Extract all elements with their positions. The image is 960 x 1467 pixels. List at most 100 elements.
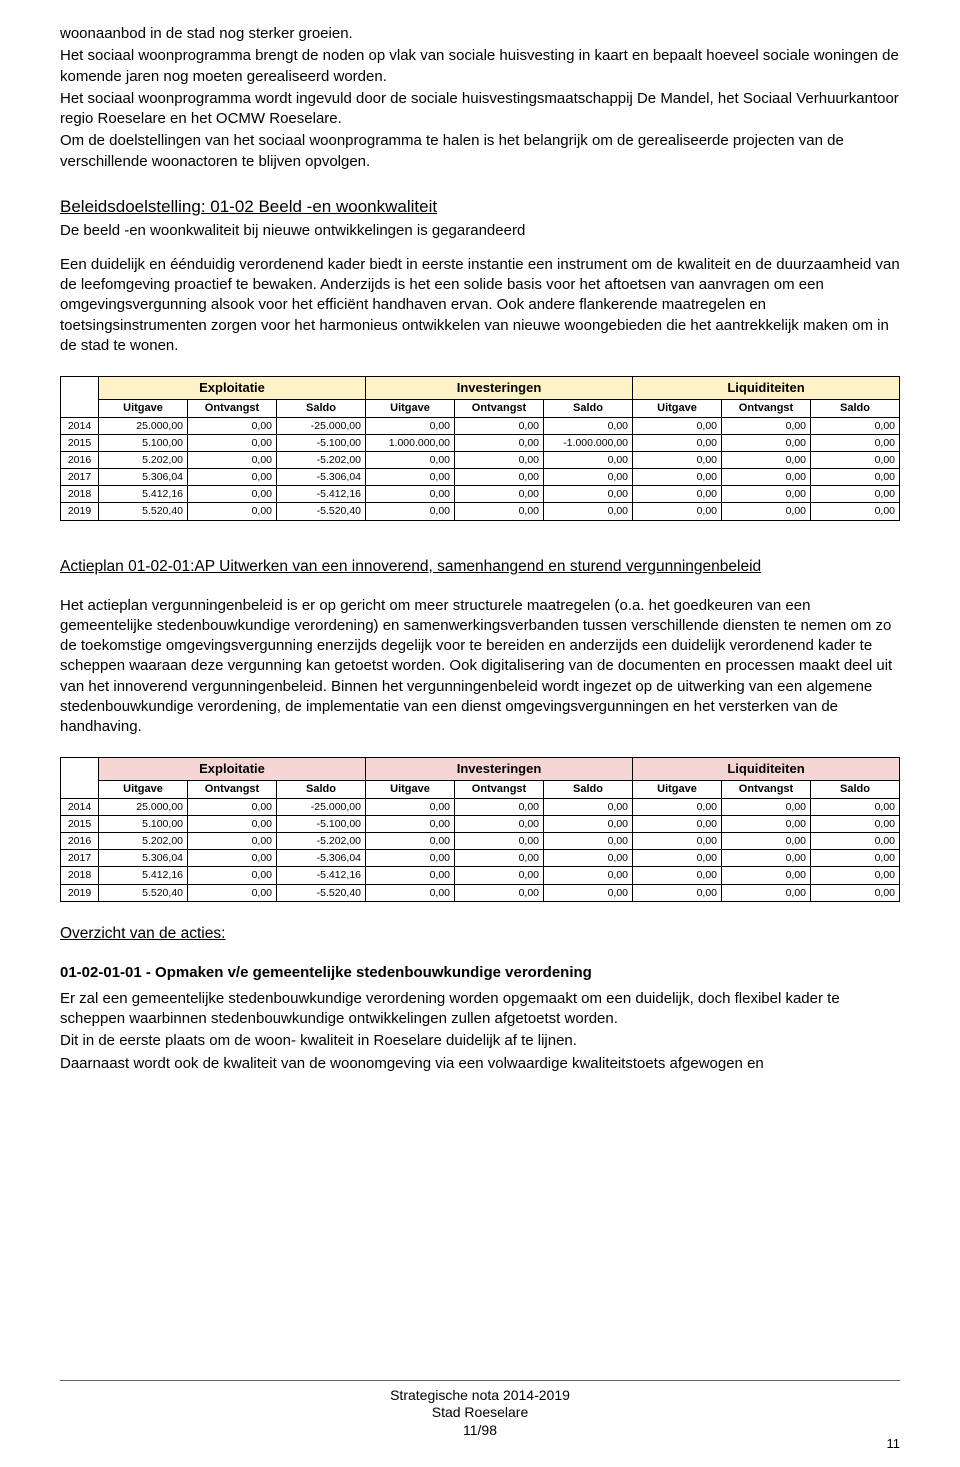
value-cell: 0,00	[366, 850, 455, 867]
value-cell: -5.306,04	[277, 469, 366, 486]
value-cell: -5.520,40	[277, 503, 366, 520]
value-cell: -25.000,00	[277, 417, 366, 434]
value-cell: 5.520,40	[99, 884, 188, 901]
value-cell: -5.412,16	[277, 867, 366, 884]
table-row: 20165.202,000,00-5.202,000,000,000,000,0…	[61, 833, 900, 850]
page-number: 11	[887, 1435, 901, 1453]
year-cell: 2016	[61, 451, 99, 468]
table-subheader: Uitgave	[633, 399, 722, 417]
value-cell: 0,00	[544, 451, 633, 468]
value-cell: 0,00	[633, 867, 722, 884]
value-cell: 0,00	[722, 884, 811, 901]
table-row: 20185.412,160,00-5.412,160,000,000,000,0…	[61, 867, 900, 884]
footer-line: 11/98	[60, 1422, 900, 1440]
table-subheader: Ontvangst	[455, 399, 544, 417]
table-subheader: Uitgave	[633, 780, 722, 798]
value-cell: -5.100,00	[277, 434, 366, 451]
value-cell: 0,00	[544, 850, 633, 867]
value-cell: 0,00	[811, 503, 900, 520]
value-cell: 0,00	[811, 417, 900, 434]
table-row: 201425.000,000,00-25.000,000,000,000,000…	[61, 798, 900, 815]
value-cell: 0,00	[811, 451, 900, 468]
year-cell: 2014	[61, 798, 99, 815]
value-cell: 0,00	[366, 417, 455, 434]
year-cell: 2016	[61, 833, 99, 850]
value-cell: 0,00	[455, 867, 544, 884]
table-subheader: Ontvangst	[722, 399, 811, 417]
actieplan-title: Actieplan 01-02-01:AP Uitwerken van een …	[60, 557, 900, 578]
actie-code-title: 01-02-01-01 - Opmaken v/e gemeentelijke …	[60, 963, 900, 983]
year-cell: 2015	[61, 434, 99, 451]
value-cell: -25.000,00	[277, 798, 366, 815]
value-cell: 0,00	[811, 486, 900, 503]
value-cell: 0,00	[188, 417, 277, 434]
value-cell: 0,00	[633, 815, 722, 832]
value-cell: 0,00	[455, 434, 544, 451]
table-row: 20165.202,000,00-5.202,000,000,000,000,0…	[61, 451, 900, 468]
value-cell: 5.100,00	[99, 815, 188, 832]
intro-line: Het sociaal woonprogramma wordt ingevuld…	[60, 89, 900, 130]
value-cell: 0,00	[544, 884, 633, 901]
table-row: 20175.306,040,00-5.306,040,000,000,000,0…	[61, 850, 900, 867]
value-cell: 0,00	[633, 503, 722, 520]
year-cell: 2014	[61, 417, 99, 434]
year-cell: 2017	[61, 850, 99, 867]
value-cell: 0,00	[188, 884, 277, 901]
value-cell: 0,00	[455, 850, 544, 867]
value-cell: 0,00	[455, 486, 544, 503]
value-cell: 0,00	[188, 833, 277, 850]
value-cell: 0,00	[722, 451, 811, 468]
value-cell: -5.202,00	[277, 451, 366, 468]
year-cell: 2017	[61, 469, 99, 486]
table-subheader: Saldo	[277, 399, 366, 417]
value-cell: 0,00	[722, 417, 811, 434]
value-cell: 0,00	[188, 486, 277, 503]
table-subheader: Saldo	[544, 780, 633, 798]
value-cell: 0,00	[188, 850, 277, 867]
value-cell: 0,00	[544, 833, 633, 850]
value-cell: 0,00	[722, 798, 811, 815]
footer-line: Strategische nota 2014-2019	[60, 1387, 900, 1405]
table-subheader: Saldo	[811, 780, 900, 798]
value-cell: 0,00	[455, 503, 544, 520]
value-cell: 5.306,04	[99, 850, 188, 867]
intro-line: Het sociaal woonprogramma brengt de node…	[60, 46, 900, 87]
table-row: 20155.100,000,00-5.100,001.000.000,000,0…	[61, 434, 900, 451]
actie-body-line: Daarnaast wordt ook de kwaliteit van de …	[60, 1054, 900, 1074]
value-cell: 0,00	[722, 850, 811, 867]
value-cell: 0,00	[544, 815, 633, 832]
value-cell: 5.412,16	[99, 486, 188, 503]
value-cell: 0,00	[188, 503, 277, 520]
actie-body-line: Er zal een gemeentelijke stedenbouwkundi…	[60, 989, 900, 1030]
table-row: 20175.306,040,00-5.306,040,000,000,000,0…	[61, 469, 900, 486]
value-cell: 0,00	[366, 833, 455, 850]
value-cell: 0,00	[811, 798, 900, 815]
value-cell: 0,00	[188, 798, 277, 815]
table-subheader: Ontvangst	[188, 780, 277, 798]
value-cell: 0,00	[455, 469, 544, 486]
document-page: woonaanbod in de stad nog sterker groeie…	[0, 0, 960, 1467]
value-cell: 0,00	[633, 417, 722, 434]
value-cell: 0,00	[722, 833, 811, 850]
value-cell: 0,00	[188, 434, 277, 451]
table-group-header: Liquiditeiten	[633, 758, 900, 781]
value-cell: 0,00	[633, 469, 722, 486]
value-cell: 0,00	[811, 850, 900, 867]
table-subheader: Ontvangst	[188, 399, 277, 417]
value-cell: 0,00	[633, 486, 722, 503]
value-cell: 0,00	[544, 867, 633, 884]
year-cell: 2019	[61, 884, 99, 901]
value-cell: 0,00	[366, 451, 455, 468]
value-cell: 0,00	[455, 833, 544, 850]
value-cell: 0,00	[633, 850, 722, 867]
footer-line: Stad Roeselare	[60, 1404, 900, 1422]
intro-line: woonaanbod in de stad nog sterker groeie…	[60, 24, 900, 44]
value-cell: 0,00	[722, 469, 811, 486]
table-row: 20195.520,400,00-5.520,400,000,000,000,0…	[61, 884, 900, 901]
table-subheader: Uitgave	[99, 780, 188, 798]
value-cell: 0,00	[633, 833, 722, 850]
table-row: 20155.100,000,00-5.100,000,000,000,000,0…	[61, 815, 900, 832]
value-cell: 0,00	[366, 884, 455, 901]
overzicht-title: Overzicht van de acties:	[60, 924, 900, 945]
page-footer: Strategische nota 2014-2019 Stad Roesela…	[60, 1380, 900, 1440]
